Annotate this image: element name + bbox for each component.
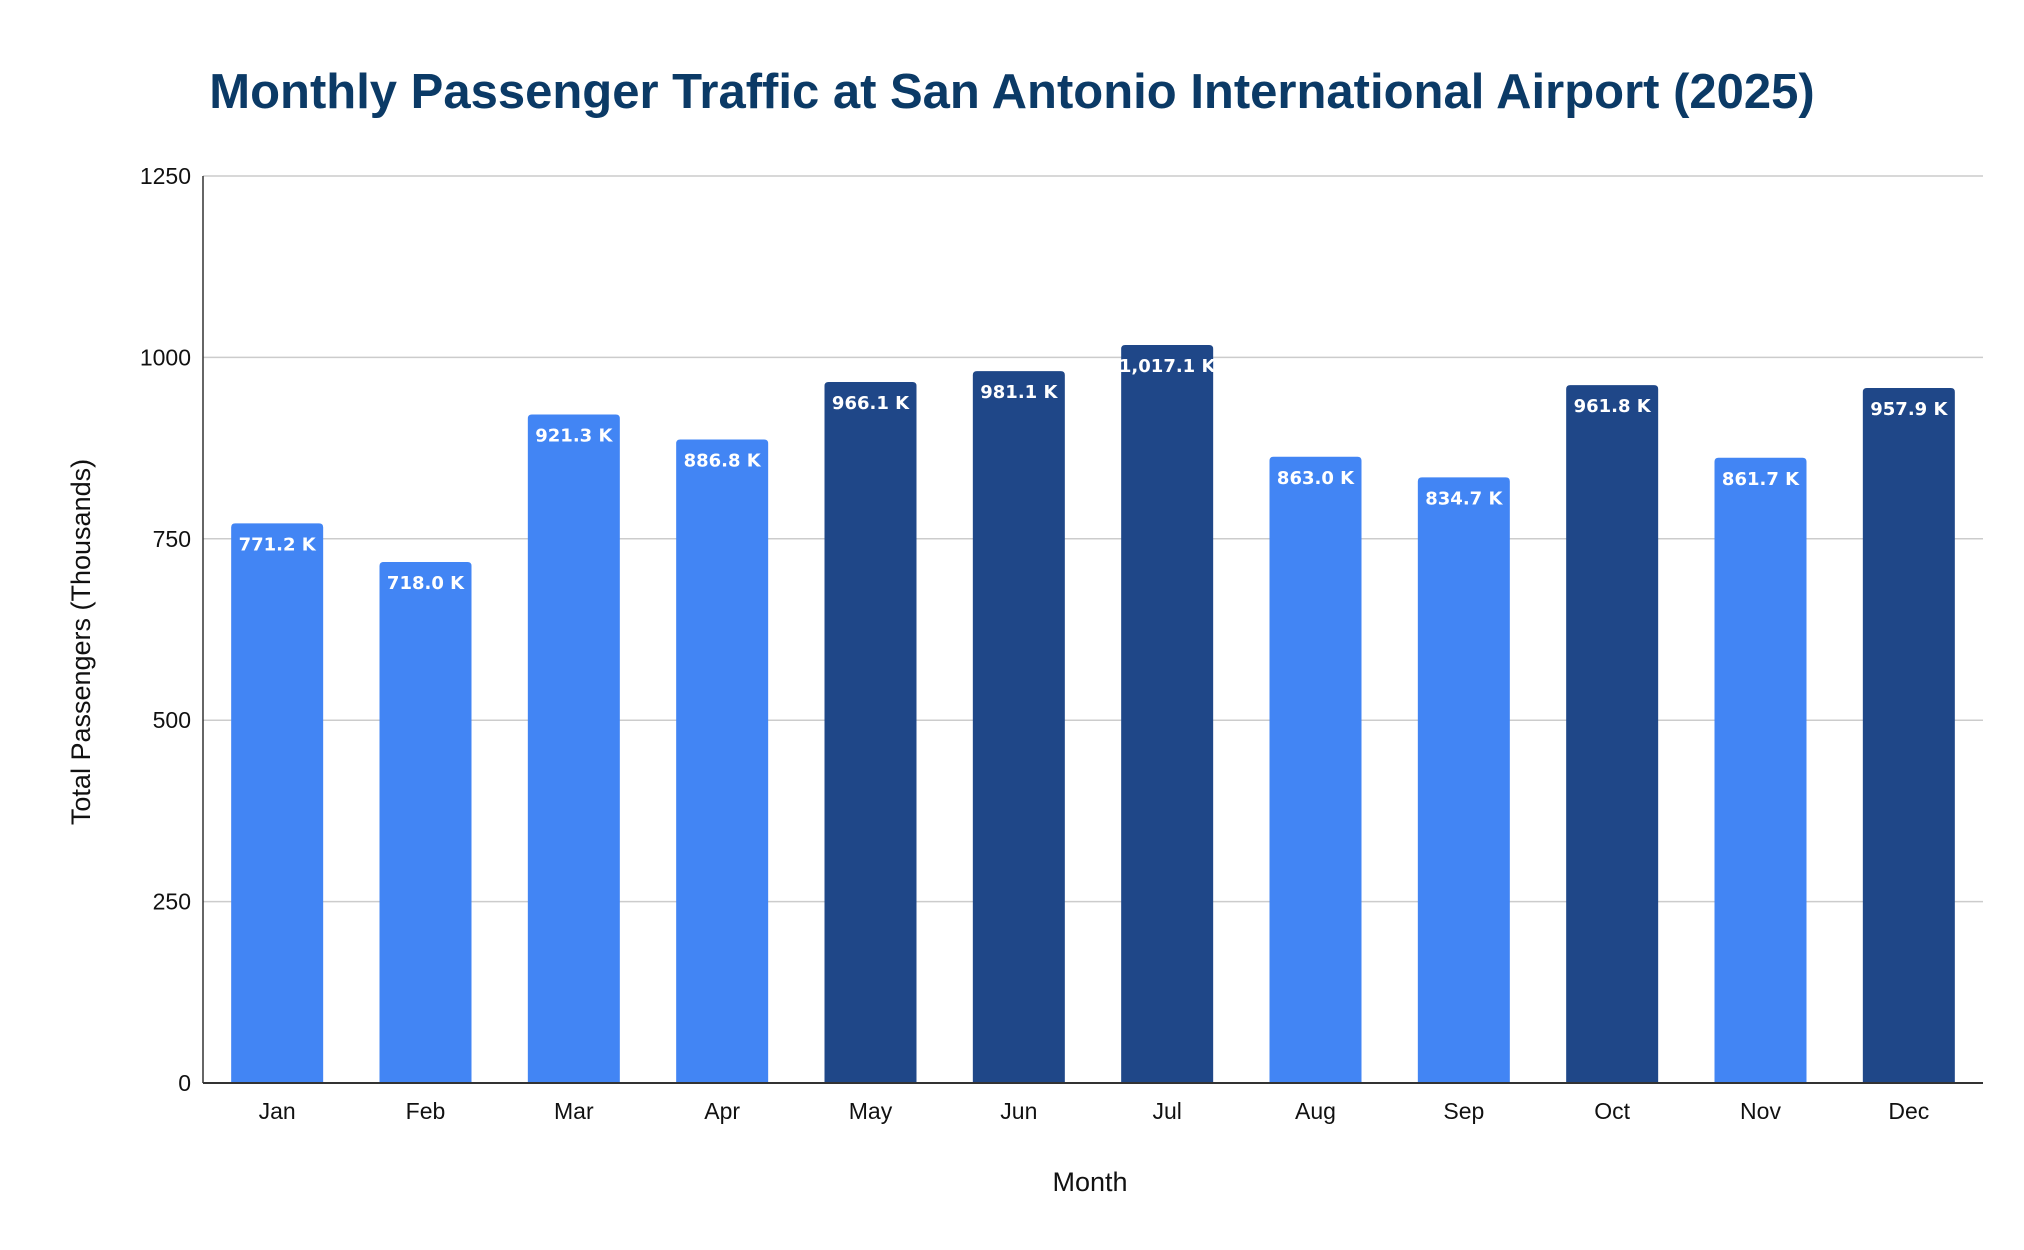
- bar-nov: [1714, 457, 1807, 1083]
- bar-jun: [972, 371, 1065, 1083]
- y-tick-label: 750: [153, 526, 191, 552]
- data-label-apr: 886.8 K: [684, 451, 762, 472]
- bar-sep: [1417, 477, 1510, 1083]
- y-axis-ticks: 0 250 500 750 1000 1250: [140, 163, 191, 1096]
- data-label-aug: 863.0 K: [1277, 468, 1355, 489]
- x-tick-label: Sep: [1443, 1098, 1484, 1124]
- bars: [231, 344, 1955, 1084]
- y-tick-label: 0: [178, 1070, 191, 1096]
- x-tick-label: Oct: [1594, 1098, 1630, 1124]
- x-tick-label: Mar: [554, 1098, 594, 1124]
- data-label-jun: 981.1 K: [980, 382, 1058, 403]
- data-label-may: 966.1 K: [832, 393, 910, 414]
- data-label-jul: 1,017.1 K: [1119, 356, 1217, 377]
- y-tick-label: 250: [153, 889, 191, 915]
- x-tick-label: Jan: [259, 1098, 296, 1124]
- data-label-oct: 961.8 K: [1574, 396, 1652, 417]
- data-label-feb: 718.0 K: [387, 573, 465, 594]
- x-tick-label: Apr: [704, 1098, 740, 1124]
- bar-mar: [527, 414, 620, 1083]
- data-label-nov: 861.7 K: [1722, 469, 1800, 490]
- gridlines: [203, 175, 1983, 903]
- bar-aug: [1269, 456, 1362, 1083]
- bar-feb: [379, 562, 472, 1083]
- data-label-mar: 921.3 K: [535, 426, 613, 447]
- bar-jul: [1121, 344, 1214, 1083]
- x-tick-label: Jun: [1000, 1098, 1037, 1124]
- x-axis-title: Month: [1052, 1167, 1127, 1197]
- bar-oct: [1566, 385, 1659, 1083]
- x-tick-label: Dec: [1888, 1098, 1929, 1124]
- data-label-jan: 771.2 K: [239, 534, 317, 555]
- data-label-dec: 957.9 K: [1870, 399, 1948, 420]
- y-tick-label: 500: [153, 707, 191, 733]
- y-tick-label: 1250: [140, 163, 191, 189]
- x-tick-label: Aug: [1295, 1098, 1336, 1124]
- data-labels: 771.2 K 718.0 K 921.3 K 886.8 K 966.1 K 981.1…: [239, 356, 1949, 594]
- y-axis-title: Total Passengers (Thousands): [66, 459, 96, 825]
- y-tick-label: 1000: [140, 344, 191, 370]
- bar-dec: [1862, 387, 1955, 1083]
- x-tick-label: May: [849, 1098, 893, 1124]
- x-tick-label: Jul: [1152, 1098, 1181, 1124]
- bar-apr: [676, 439, 769, 1083]
- x-tick-label: Feb: [406, 1098, 446, 1124]
- x-tick-label: Nov: [1740, 1098, 1781, 1124]
- bar-jan: [231, 523, 324, 1083]
- chart-title: Monthly Passenger Traffic at San Antonio…: [209, 65, 1814, 119]
- x-axis-ticks: Jan Feb Mar Apr May Jun Jul Aug Sep Oct Nov Dec: [259, 1098, 1930, 1124]
- bar-may: [824, 381, 917, 1084]
- data-label-sep: 834.7 K: [1425, 488, 1503, 509]
